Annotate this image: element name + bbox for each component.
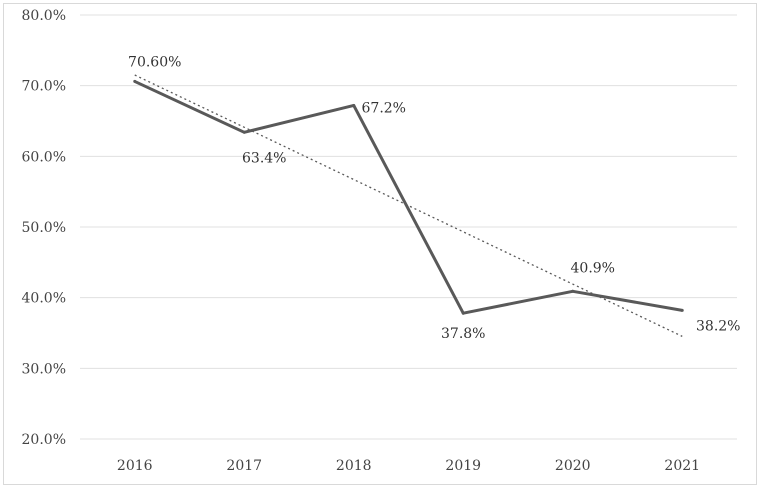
data-point (133, 79, 137, 83)
x-tick-label: 2019 (445, 458, 481, 474)
x-tick-label: 2018 (336, 458, 372, 474)
series-line (134, 80, 683, 315)
y-tick-label: 50.0% (22, 220, 66, 236)
y-tick-label: 20.0% (22, 432, 66, 448)
data-label: 70.60% (128, 54, 181, 70)
x-tick-label: 2017 (226, 458, 262, 474)
data-label: 67.2% (362, 100, 406, 116)
data-label: 37.8% (441, 326, 485, 342)
x-tick-label: 2016 (117, 458, 153, 474)
x-tick-label: 2020 (555, 458, 591, 474)
data-point (352, 103, 356, 107)
data-point (242, 130, 246, 134)
data-point (571, 289, 575, 293)
data-label: 63.4% (242, 150, 286, 166)
data-label: 40.9% (571, 260, 615, 276)
y-tick-label: 40.0% (22, 291, 66, 307)
y-tick-label: 30.0% (22, 361, 66, 377)
y-tick-label: 80.0% (22, 8, 66, 24)
chart-frame (3, 3, 757, 485)
data-point (680, 308, 684, 312)
y-tick-label: 60.0% (22, 149, 66, 165)
trendline (134, 74, 683, 337)
data-label: 38.2% (696, 318, 740, 334)
y-tick-label: 70.0% (22, 79, 66, 95)
data-point (461, 311, 465, 315)
x-tick-label: 2021 (664, 458, 700, 474)
